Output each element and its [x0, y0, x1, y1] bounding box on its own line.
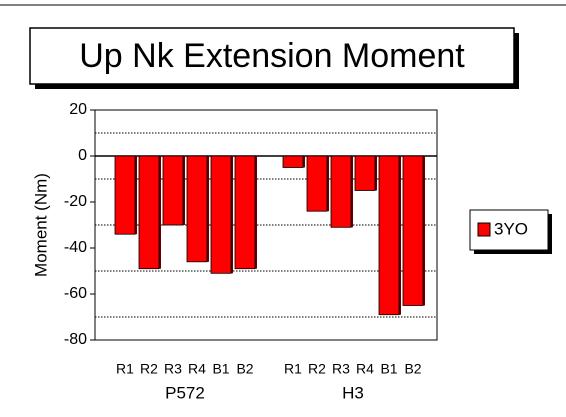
- bar: [354, 155, 376, 191]
- x-tick-label: R2: [140, 361, 158, 377]
- bar: [234, 155, 256, 270]
- bar: [378, 155, 400, 316]
- x-tick-label: R3: [164, 361, 182, 377]
- bar: [138, 155, 160, 270]
- legend-label: 3YO: [494, 219, 528, 238]
- bar: [402, 155, 424, 306]
- y-tick-label: -20: [64, 193, 87, 210]
- x-tick-label: R1: [116, 361, 134, 377]
- bar: [162, 155, 184, 226]
- x-tick-label: R4: [356, 361, 374, 377]
- bar: [114, 155, 136, 235]
- x-tick-label: B2: [236, 361, 253, 377]
- y-tick-label: 0: [78, 147, 87, 164]
- y-tick-label: -60: [64, 285, 87, 302]
- y-tick-label: 20: [69, 101, 87, 118]
- title-box: [29, 27, 515, 85]
- y-tick-label: -40: [64, 239, 87, 256]
- bar: [282, 155, 304, 168]
- x-tick-label: B2: [404, 361, 421, 377]
- x-tick-label: R3: [332, 361, 350, 377]
- bar: [186, 155, 208, 263]
- chart-title: Up Nk Extension Moment: [79, 37, 465, 75]
- bar: [330, 155, 352, 228]
- legend-swatch: [477, 222, 491, 237]
- x-tick-label: R1: [284, 361, 302, 377]
- group-label: H3: [342, 383, 364, 402]
- x-tick-label: B1: [212, 361, 229, 377]
- bar: [306, 155, 328, 212]
- x-tick-label: B1: [380, 361, 397, 377]
- x-tick-label: R4: [188, 361, 206, 377]
- group-label: P572: [165, 383, 205, 402]
- x-tick-label: R2: [308, 361, 326, 377]
- y-axis-label: Moment (Nm): [31, 173, 50, 277]
- y-tick-label: -80: [64, 331, 87, 348]
- bar: [210, 155, 232, 274]
